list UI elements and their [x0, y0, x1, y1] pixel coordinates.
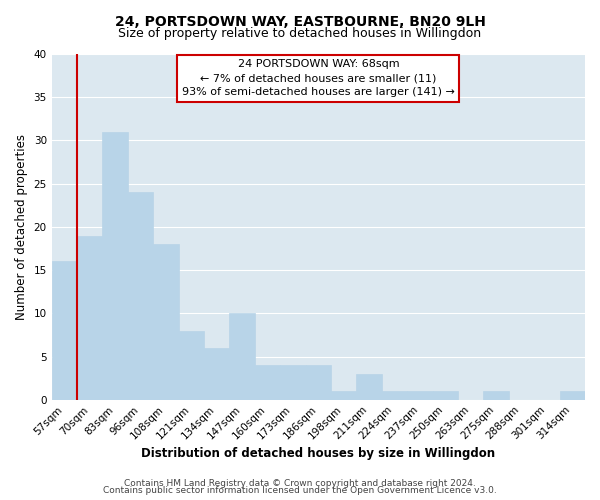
Text: 24 PORTSDOWN WAY: 68sqm
← 7% of detached houses are smaller (11)
93% of semi-det: 24 PORTSDOWN WAY: 68sqm ← 7% of detached…	[182, 59, 455, 97]
Bar	[356, 374, 382, 400]
Bar	[77, 236, 103, 400]
Bar	[204, 348, 229, 400]
Text: Size of property relative to detached houses in Willingdon: Size of property relative to detached ho…	[118, 28, 482, 40]
Bar	[52, 262, 77, 400]
Bar	[407, 391, 433, 400]
Bar	[305, 365, 331, 400]
Bar	[484, 391, 509, 400]
Bar	[153, 244, 179, 400]
X-axis label: Distribution of detached houses by size in Willingdon: Distribution of detached houses by size …	[141, 447, 496, 460]
Text: Contains HM Land Registry data © Crown copyright and database right 2024.: Contains HM Land Registry data © Crown c…	[124, 478, 476, 488]
Bar	[382, 391, 407, 400]
Bar	[103, 132, 128, 400]
Bar	[179, 330, 204, 400]
Bar	[331, 391, 356, 400]
Y-axis label: Number of detached properties: Number of detached properties	[15, 134, 28, 320]
Bar	[433, 391, 458, 400]
Text: Contains public sector information licensed under the Open Government Licence v3: Contains public sector information licen…	[103, 486, 497, 495]
Bar	[560, 391, 585, 400]
Text: 24, PORTSDOWN WAY, EASTBOURNE, BN20 9LH: 24, PORTSDOWN WAY, EASTBOURNE, BN20 9LH	[115, 15, 485, 29]
Bar	[280, 365, 305, 400]
Bar	[229, 314, 255, 400]
Bar	[128, 192, 153, 400]
Bar	[255, 365, 280, 400]
